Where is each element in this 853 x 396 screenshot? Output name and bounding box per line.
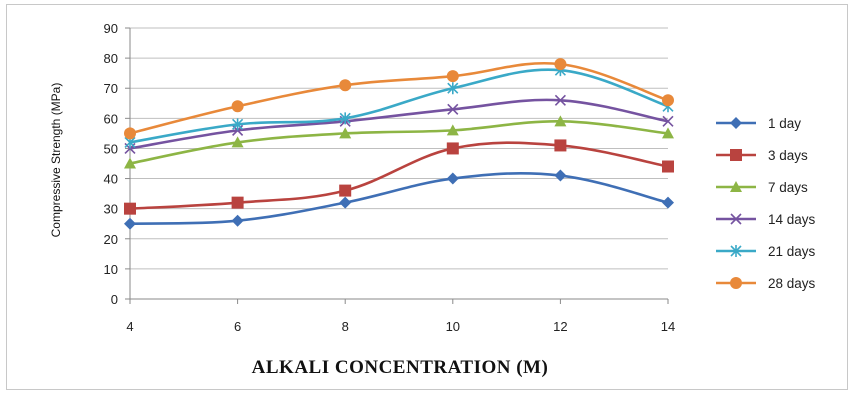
- y-tick-label-10: 10: [104, 262, 118, 277]
- y-tick-label-80: 80: [104, 51, 118, 66]
- legend-item-1: 1 day: [716, 116, 801, 131]
- legend-item-2: 3 days: [716, 148, 808, 163]
- x-tick-labels: 4 6 8 10 12 14: [126, 319, 675, 334]
- data-point-4-10: [447, 103, 459, 115]
- y-tick-label-50: 50: [104, 141, 118, 156]
- x-tick-label-8: 8: [342, 319, 349, 334]
- chart-frame: [6, 4, 848, 390]
- x-tick-label-14: 14: [661, 319, 675, 334]
- legend-marker-1: [730, 117, 742, 129]
- data-point-1-4: [124, 217, 136, 230]
- data-point-3-10: [446, 124, 459, 136]
- y-tick-label-30: 30: [104, 202, 118, 217]
- series-group: [124, 58, 674, 230]
- legend: 1 day 3 days 7 days 14 days 21 days 28 days: [716, 116, 816, 291]
- data-point-5-10: [447, 82, 459, 95]
- legend-item-6: 28 days: [716, 276, 816, 291]
- data-point-1-12: [554, 169, 567, 182]
- legend-item-5: 21 days: [716, 244, 816, 259]
- legend-label-6: 28 days: [768, 276, 816, 291]
- data-point-3-4: [124, 157, 136, 169]
- y-axis-label: Compressive Strength (MPa): [49, 83, 63, 238]
- y-tick-label-20: 20: [104, 232, 118, 247]
- series-4: [124, 94, 674, 155]
- data-point-6-10: [446, 70, 459, 83]
- series-line-6: [129, 61, 669, 135]
- legend-marker-3: [730, 181, 742, 192]
- data-point-4-14: [662, 115, 674, 127]
- series-2: [124, 139, 674, 215]
- data-point-2-12: [554, 139, 567, 152]
- data-point-1-8: [339, 196, 352, 209]
- legend-label-1: 1 day: [768, 116, 801, 131]
- series-5: [124, 64, 674, 149]
- y-tick-label-40: 40: [104, 172, 118, 187]
- x-tick-label-12: 12: [553, 319, 567, 334]
- data-point-6-12: [554, 58, 567, 71]
- series-line-4: [129, 98, 669, 150]
- legend-marker-5: [730, 245, 742, 257]
- x-tick-label-4: 4: [126, 319, 133, 334]
- data-point-4-12: [554, 94, 566, 106]
- legend-marker-6: [730, 277, 742, 289]
- data-point-3-12: [554, 115, 567, 127]
- y-tick-label-0: 0: [111, 292, 118, 307]
- data-point-6-8: [339, 79, 352, 92]
- data-point-3-8: [339, 127, 352, 139]
- series-6: [124, 58, 674, 140]
- data-point-2-8: [339, 184, 352, 197]
- legend-marker-4: [730, 213, 742, 225]
- legend-label-4: 14 days: [768, 212, 816, 227]
- data-point-1-6: [231, 214, 244, 227]
- legend-label-3: 7 days: [768, 180, 808, 195]
- legend-label-5: 21 days: [768, 244, 816, 259]
- series-3: [124, 115, 674, 169]
- data-point-5-6: [232, 118, 244, 131]
- data-point-3-14: [662, 127, 674, 139]
- series-1: [124, 169, 674, 230]
- x-axis-label: ALKALI CONCENTRATION (M): [252, 357, 549, 378]
- y-tick-label-70: 70: [104, 81, 118, 96]
- data-point-6-4: [124, 127, 136, 140]
- data-point-2-4: [124, 202, 136, 215]
- legend-item-3: 7 days: [716, 180, 808, 195]
- y-tick-label-90: 90: [104, 21, 118, 36]
- data-point-3-6: [231, 136, 244, 148]
- data-point-1-10: [446, 172, 459, 185]
- series-line-3: [129, 120, 669, 165]
- series-line-5: [129, 68, 669, 144]
- y-tick-labels: 0 10 20 30 40 50 60 70 80 90: [104, 21, 118, 307]
- y-tick-label-60: 60: [104, 111, 118, 126]
- series-line-1: [129, 172, 669, 226]
- data-point-5-8: [339, 112, 351, 125]
- series-line-2: [129, 141, 669, 210]
- data-point-2-6: [231, 196, 244, 209]
- legend-item-4: 14 days: [716, 212, 816, 227]
- legend-marker-2: [730, 149, 742, 161]
- data-point-1-14: [662, 196, 674, 209]
- data-point-6-14: [662, 94, 674, 107]
- x-tick-label-6: 6: [234, 319, 241, 334]
- data-point-6-6: [231, 100, 244, 113]
- x-tick-label-10: 10: [446, 319, 460, 334]
- legend-label-2: 3 days: [768, 148, 808, 163]
- data-point-2-10: [446, 142, 459, 155]
- data-point-2-14: [662, 160, 674, 173]
